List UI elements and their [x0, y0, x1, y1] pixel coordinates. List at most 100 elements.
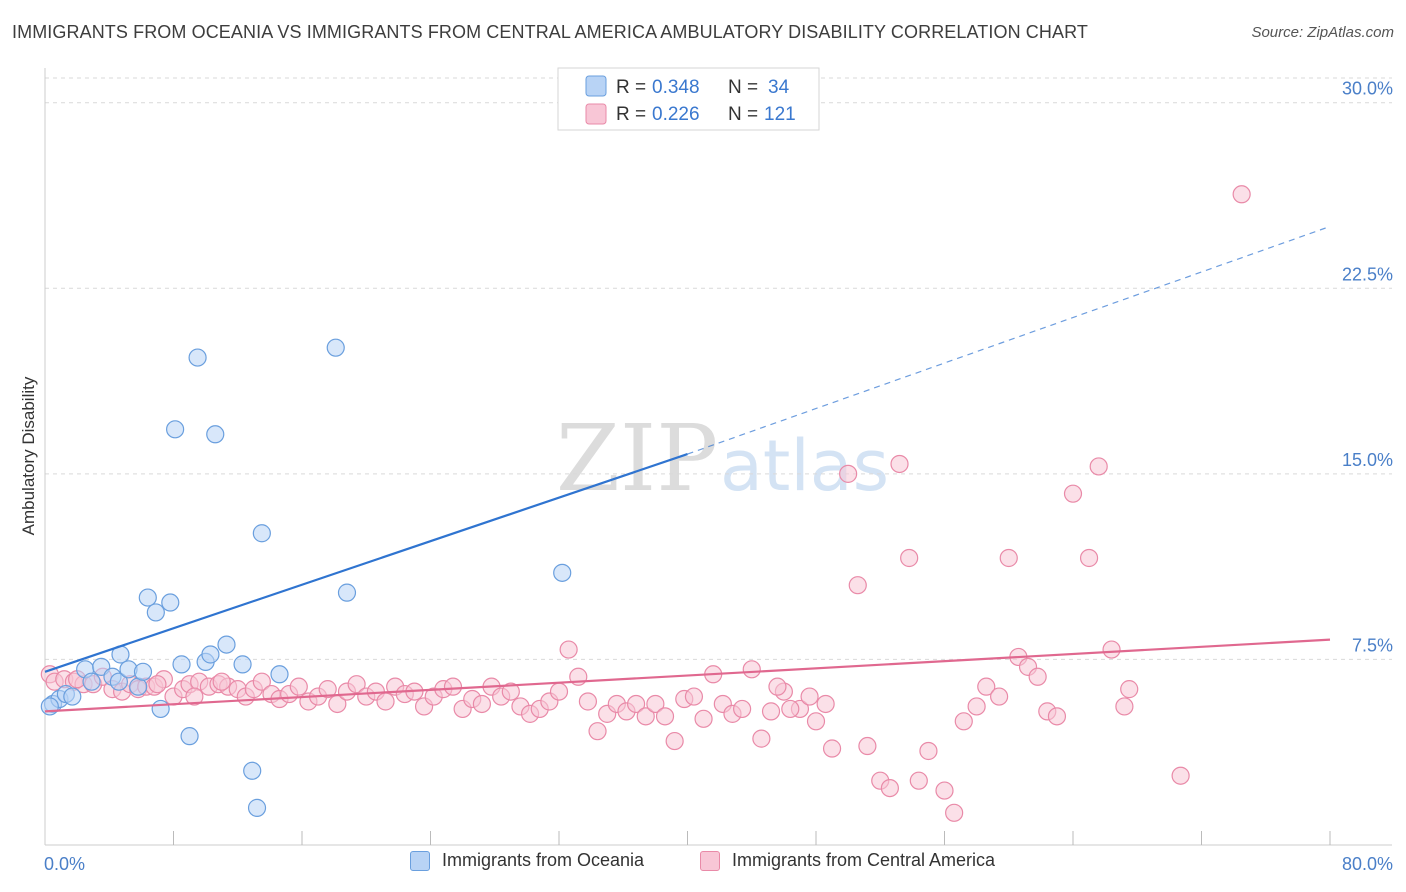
bottom-legend: Immigrants from Oceania Immigrants from …: [0, 850, 1406, 880]
series-oceania: [40, 338, 572, 817]
legend-r-label-central-america: R =: [616, 104, 646, 125]
data-point-oceania: [553, 563, 572, 582]
data-point-central-america: [1171, 766, 1190, 785]
data-point-oceania: [252, 524, 271, 543]
data-point-central-america: [816, 694, 835, 714]
chart-title: IMMIGRANTS FROM OCEANIA VS IMMIGRANTS FR…: [12, 22, 1088, 42]
data-point-central-america: [376, 692, 395, 711]
legend-swatch-central-america-bottom: [700, 850, 720, 871]
x-tick-label: 80.0%: [1342, 854, 1393, 874]
legend-r-label-oceania: R =: [616, 77, 646, 98]
watermark-atlas: atlas: [720, 425, 889, 507]
data-point-central-america: [733, 699, 752, 719]
data-point-oceania: [337, 583, 357, 602]
legend-r-value-central-america: 0.226: [652, 104, 700, 125]
data-point-central-america: [636, 707, 655, 726]
data-point-central-america: [768, 677, 787, 696]
data-point-oceania: [180, 727, 199, 746]
data-point-central-america: [655, 707, 675, 726]
trend-lines: [44, 225, 1331, 713]
data-point-central-america: [1028, 667, 1047, 686]
watermark: ZIP atlas: [556, 405, 889, 512]
legend-item-oceania: Immigrants from Oceania: [410, 850, 644, 871]
data-point-central-america: [945, 803, 964, 822]
data-point-central-america: [900, 548, 919, 568]
data-point-central-america: [212, 672, 231, 691]
legend-r-value-oceania: 0.348: [652, 77, 700, 98]
data-point-central-america: [684, 687, 704, 706]
data-point-oceania: [326, 338, 345, 357]
grid-lines: [45, 77, 1392, 660]
data-point-oceania: [82, 672, 101, 691]
data-point-central-america: [752, 729, 771, 748]
data-point-central-america: [822, 739, 842, 758]
data-point-oceania: [146, 603, 165, 622]
data-point-oceania: [270, 665, 289, 684]
data-point-central-america: [839, 464, 858, 483]
x-tick-label: 0.0%: [44, 854, 85, 874]
y-axis-label: Ambulatory Disability: [19, 376, 38, 535]
y-tick-label: 30.0%: [1342, 79, 1393, 99]
data-point-central-america: [781, 699, 800, 719]
legend-swatch-oceania-bottom: [410, 850, 430, 871]
data-point-oceania: [188, 348, 207, 367]
data-point-central-america: [999, 548, 1018, 568]
data-point-central-america: [1089, 457, 1108, 476]
legend-item-central-america: Immigrants from Central America: [700, 850, 995, 871]
data-point-central-america: [549, 682, 569, 701]
data-point-central-america: [742, 660, 761, 679]
data-point-central-america: [578, 692, 598, 711]
watermark-zip: ZIP: [556, 405, 718, 512]
data-point-central-america: [1079, 548, 1099, 568]
data-point-central-america: [318, 680, 337, 699]
data-point-central-america: [890, 454, 909, 474]
y-tick-labels: 7.5% 15.0% 22.5% 30.0%: [1342, 79, 1393, 656]
legend-label-central-america: Immigrants from Central America: [732, 850, 996, 870]
data-point-central-america: [347, 675, 366, 694]
data-point-central-america: [800, 687, 819, 706]
data-point-central-america: [806, 712, 826, 731]
data-point-oceania: [133, 662, 153, 681]
data-point-central-america: [559, 640, 578, 659]
data-point-oceania: [151, 699, 170, 719]
legend-swatch-central-america: [585, 103, 607, 125]
legend-label-oceania: Immigrants from Oceania: [442, 850, 645, 870]
data-point-central-america: [148, 675, 167, 694]
data-point-central-america: [694, 709, 713, 728]
data-point-oceania: [172, 655, 191, 674]
data-point-central-america: [967, 697, 986, 716]
y-tick-label: 15.0%: [1342, 450, 1393, 470]
data-point-central-america: [1047, 707, 1067, 726]
data-point-oceania: [217, 635, 236, 654]
data-point-central-america: [880, 778, 899, 798]
trend-line-oceania-extension: [687, 225, 1331, 455]
data-point-central-america: [954, 712, 973, 731]
data-point-oceania: [243, 761, 262, 780]
data-point-central-america: [1063, 484, 1083, 503]
data-point-central-america: [977, 677, 996, 696]
data-point-central-america: [626, 694, 646, 714]
data-point-central-america: [1115, 697, 1134, 716]
legend-swatch-oceania: [585, 75, 607, 97]
data-point-central-america: [588, 722, 607, 741]
trend-line-oceania: [44, 453, 688, 673]
data-point-central-america: [646, 694, 665, 714]
data-point-oceania: [109, 672, 128, 691]
x-tick-labels: 0.0% 80.0%: [44, 854, 1393, 874]
data-point-central-america: [665, 731, 684, 751]
data-point-central-america: [501, 682, 520, 701]
data-point-central-america: [919, 741, 938, 761]
legend-top: R = 0.348 N = 34 R = 0.226 N = 121: [557, 67, 820, 131]
data-point-central-america: [1232, 185, 1251, 204]
data-point-oceania: [206, 425, 225, 444]
data-point-central-america: [252, 672, 271, 691]
legend-n-value-central-america: 121: [764, 104, 796, 125]
data-point-oceania: [63, 687, 82, 706]
data-point-central-america: [185, 687, 204, 706]
trend-line-central-america: [44, 638, 1331, 713]
data-point-oceania: [247, 798, 267, 817]
legend-n-label-central-america: N =: [728, 104, 758, 125]
y-tick-label: 22.5%: [1342, 264, 1393, 284]
axes: [44, 68, 1392, 846]
